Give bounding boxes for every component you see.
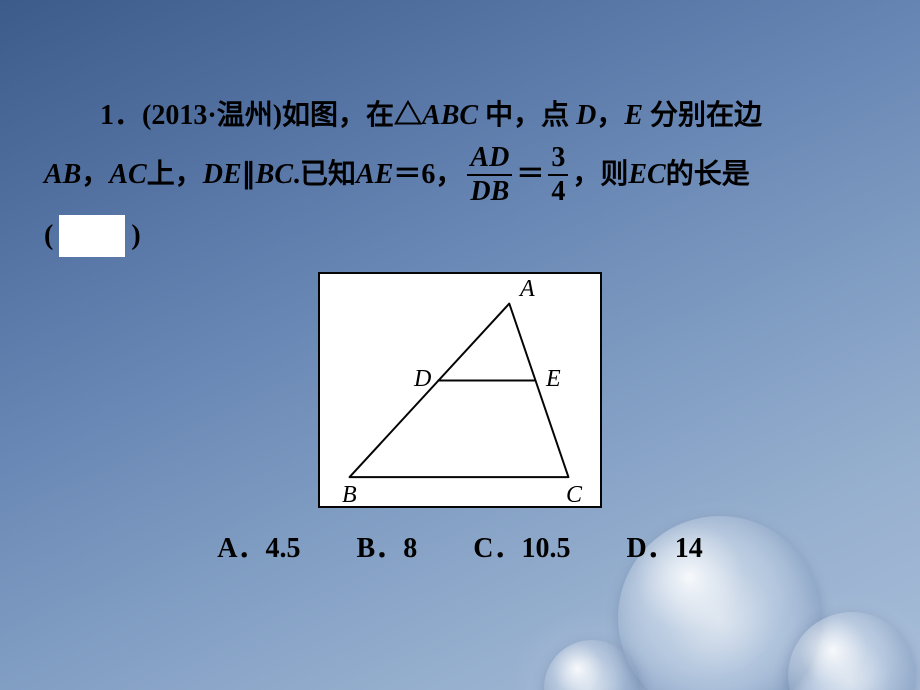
paren-open: (	[44, 206, 53, 266]
fig-label-A: A	[520, 276, 535, 303]
comma-4: ，则	[572, 147, 628, 203]
fraction-AD-DB: AD DB	[467, 144, 512, 206]
problem-line-2: AB，AC 上，DE∥BC.已知 AE＝6， AD DB ＝ 3 4 ，则 EC…	[44, 144, 876, 206]
eq-2: ＝	[516, 147, 544, 203]
val-6: 6	[421, 147, 435, 203]
option-A[interactable]: A．4.5	[217, 526, 300, 566]
fraction-3-4: 3 4	[548, 144, 568, 206]
fig-label-D: D	[414, 366, 431, 393]
text-on: 上，	[147, 147, 203, 203]
point-D: D	[576, 100, 596, 131]
fig-label-C: C	[566, 482, 582, 509]
frac-num-3: 3	[548, 144, 568, 176]
answer-blank[interactable]	[59, 215, 125, 257]
point-E: E	[624, 100, 643, 131]
slide-content: 1．(2013·温州)如图，在△ABC 中，点 D，E 分别在边 AB，AC 上…	[0, 0, 920, 690]
seg-EC: EC	[628, 147, 665, 203]
figure-container: A B C D E	[44, 272, 876, 508]
seg-AB: AB	[44, 147, 81, 203]
seg-DE: DE	[203, 147, 242, 203]
option-D[interactable]: D．14	[626, 526, 702, 566]
seg-AC: AC	[109, 147, 146, 203]
period-1: .	[293, 147, 300, 203]
option-C[interactable]: C．10.5	[473, 526, 570, 566]
problem-line-1: 1．(2013·温州)如图，在△ABC 中，点 D，E 分别在边	[44, 88, 876, 144]
frac-den-4: 4	[548, 176, 568, 206]
options-row: A．4.5 B．8 C．10.5 D．14	[44, 526, 876, 566]
triangle-figure: A B C D E	[318, 272, 602, 508]
stem-1a: 如图，在△	[282, 100, 422, 131]
eq-1: ＝	[393, 147, 421, 203]
stem-1b: 中，点	[478, 100, 576, 131]
comma-2: ，	[81, 147, 109, 203]
problem-line-3: ( )	[44, 206, 876, 266]
source-open: (2013·	[142, 100, 217, 131]
option-B[interactable]: B．8	[357, 526, 418, 566]
source-close: )	[273, 100, 282, 131]
seg-AE: AE	[356, 147, 393, 203]
seg-BC: BC	[256, 147, 293, 203]
triangle-name: ABC	[422, 100, 478, 131]
parallel-sym: ∥	[242, 147, 256, 203]
paren-close: )	[131, 206, 140, 266]
frac-num-AD: AD	[467, 144, 512, 176]
given-text: 已知	[300, 147, 356, 203]
fig-label-B: B	[342, 482, 357, 509]
frac-den-DB: DB	[467, 176, 512, 206]
comma-3: ，	[435, 147, 463, 203]
fig-label-E: E	[546, 366, 561, 393]
comma-1: ，	[596, 100, 624, 131]
problem-number: 1．	[100, 100, 142, 131]
source-place: 温州	[217, 100, 273, 131]
tail-text: 的长是	[666, 147, 750, 203]
stem-1c: 分别在边	[643, 100, 762, 131]
